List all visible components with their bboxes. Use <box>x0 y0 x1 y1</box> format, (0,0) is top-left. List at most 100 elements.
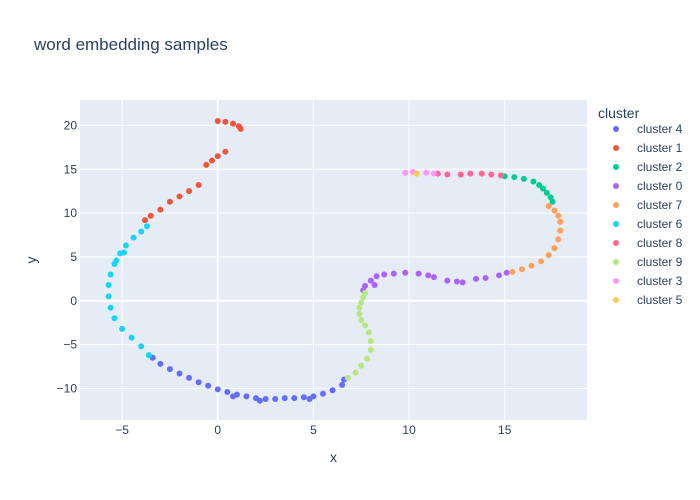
data-point[interactable] <box>281 395 288 402</box>
data-point[interactable] <box>230 393 237 400</box>
data-point[interactable] <box>222 148 229 155</box>
data-point[interactable] <box>138 228 145 235</box>
data-point[interactable] <box>230 120 237 127</box>
data-point[interactable] <box>166 198 173 205</box>
data-point[interactable] <box>203 161 210 168</box>
data-point[interactable] <box>511 174 518 181</box>
data-point[interactable] <box>122 242 129 249</box>
data-point[interactable] <box>430 170 437 177</box>
data-point[interactable] <box>413 170 420 177</box>
legend-item[interactable]: cluster 7 <box>613 198 683 212</box>
data-point[interactable] <box>291 395 298 402</box>
data-point[interactable] <box>473 275 480 282</box>
data-point[interactable] <box>425 272 432 279</box>
data-point[interactable] <box>319 390 326 397</box>
data-point[interactable] <box>509 268 516 275</box>
data-point[interactable] <box>176 193 183 200</box>
data-point[interactable] <box>237 125 244 132</box>
data-point[interactable] <box>415 270 422 277</box>
data-point[interactable] <box>543 189 550 196</box>
data-point[interactable] <box>186 188 193 195</box>
data-point[interactable] <box>205 382 212 389</box>
data-point[interactable] <box>157 360 164 367</box>
data-point[interactable] <box>306 395 313 402</box>
data-point[interactable] <box>209 157 216 164</box>
data-point[interactable] <box>444 277 451 284</box>
data-point[interactable] <box>495 272 502 279</box>
legend-item[interactable]: cluster 4 <box>613 122 683 136</box>
data-point[interactable] <box>329 387 336 394</box>
data-point[interactable] <box>111 315 118 322</box>
data-point[interactable] <box>362 322 369 329</box>
data-point[interactable] <box>176 370 183 377</box>
data-point[interactable] <box>518 266 525 273</box>
data-point[interactable] <box>423 169 430 176</box>
data-point[interactable] <box>367 338 374 345</box>
data-point[interactable] <box>186 374 193 381</box>
data-point[interactable] <box>503 269 510 276</box>
data-point[interactable] <box>214 153 221 160</box>
data-point[interactable] <box>555 212 562 219</box>
data-point[interactable] <box>339 381 346 388</box>
data-point[interactable] <box>549 198 556 205</box>
data-point[interactable] <box>344 374 351 381</box>
data-point[interactable] <box>367 346 374 353</box>
data-point[interactable] <box>145 352 152 359</box>
data-point[interactable] <box>453 278 460 285</box>
legend-item[interactable]: cluster 6 <box>613 217 683 231</box>
data-point[interactable] <box>551 245 558 252</box>
legend-item[interactable]: cluster 1 <box>613 141 683 155</box>
data-point[interactable] <box>214 386 221 393</box>
data-point[interactable] <box>457 171 464 178</box>
data-point[interactable] <box>520 175 527 182</box>
data-point[interactable] <box>536 182 543 189</box>
data-point[interactable] <box>362 282 369 289</box>
legend-item[interactable]: cluster 2 <box>613 160 683 174</box>
legend-item[interactable]: cluster 5 <box>613 293 683 307</box>
data-point[interactable] <box>107 271 114 278</box>
data-point[interactable] <box>538 258 545 265</box>
data-point[interactable] <box>488 171 495 178</box>
data-point[interactable] <box>365 329 372 336</box>
data-point[interactable] <box>138 343 145 350</box>
data-point[interactable] <box>557 227 564 234</box>
data-point[interactable] <box>528 262 535 269</box>
data-point[interactable] <box>373 273 380 280</box>
data-point[interactable] <box>467 170 474 177</box>
data-point[interactable] <box>243 393 250 400</box>
data-point[interactable] <box>128 334 135 341</box>
data-point[interactable] <box>147 212 154 219</box>
data-point[interactable] <box>121 249 128 256</box>
data-point[interactable] <box>551 207 558 214</box>
legend[interactable]: cluster cluster 4 cluster 1 cluster 2 clust… <box>598 105 683 307</box>
data-point[interactable] <box>214 118 221 125</box>
data-point[interactable] <box>113 257 120 264</box>
legend-item[interactable]: cluster 3 <box>613 274 683 288</box>
data-point[interactable] <box>545 252 552 259</box>
data-point[interactable] <box>358 317 365 324</box>
data-point[interactable] <box>530 178 537 185</box>
data-point[interactable] <box>166 366 173 373</box>
legend-item[interactable]: cluster 8 <box>613 236 683 250</box>
data-point[interactable] <box>105 281 112 288</box>
data-point[interactable] <box>224 388 231 395</box>
data-point[interactable] <box>358 299 365 306</box>
data-point[interactable] <box>371 281 378 288</box>
data-point[interactable] <box>402 269 409 276</box>
data-point[interactable] <box>195 379 202 386</box>
data-point[interactable] <box>356 310 363 317</box>
data-point[interactable] <box>402 169 409 176</box>
data-point[interactable] <box>222 118 229 125</box>
data-point[interactable] <box>478 170 485 177</box>
data-point[interactable] <box>555 236 562 243</box>
data-point[interactable] <box>539 185 546 192</box>
legend-item[interactable]: cluster 9 <box>613 255 683 269</box>
data-point[interactable] <box>272 395 279 402</box>
data-point[interactable] <box>557 218 564 225</box>
data-point[interactable] <box>143 223 150 230</box>
data-point[interactable] <box>367 277 374 284</box>
data-point[interactable] <box>105 293 112 300</box>
data-point[interactable] <box>195 182 202 189</box>
data-point[interactable] <box>497 172 504 179</box>
data-point[interactable] <box>119 325 126 332</box>
